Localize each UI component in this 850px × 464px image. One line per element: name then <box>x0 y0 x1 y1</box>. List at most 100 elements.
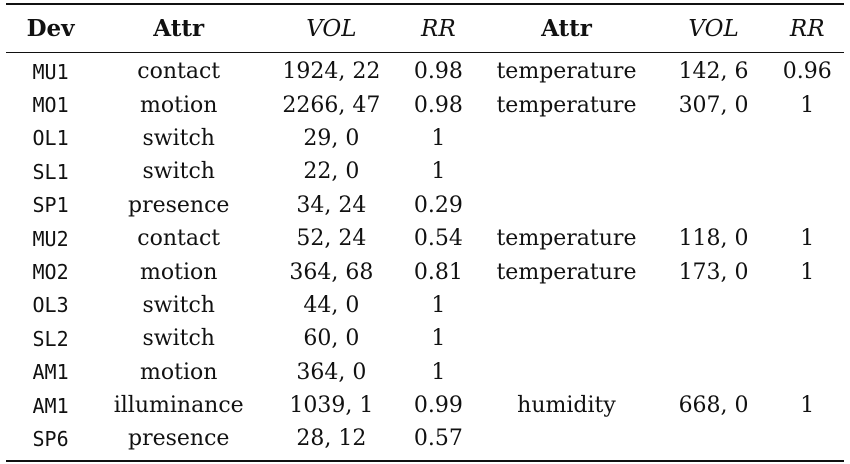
table-row: AM1 motion 364, 0 1 <box>6 356 844 389</box>
cell-rr-2 <box>770 122 844 155</box>
cell-rr-2 <box>770 322 844 355</box>
cell-attr-2 <box>476 122 657 155</box>
cell-rr-1: 1 <box>431 359 446 385</box>
cell-rr-2: 1 <box>800 92 815 118</box>
cell-dev: MU2 <box>32 226 69 251</box>
table-header-rule <box>6 52 844 53</box>
cell-dev: SP1 <box>32 193 69 218</box>
cell-vol-1: 364, 68 <box>289 259 374 285</box>
cell-rr-1: 0.29 <box>413 192 463 218</box>
table-row: MU2 contact 52, 24 0.54 temperature 118,… <box>6 222 844 255</box>
cell-dev: AM1 <box>32 393 69 418</box>
cell-rr-1: 0.54 <box>413 226 463 252</box>
table-row: OL3 switch 44, 0 1 <box>6 289 844 322</box>
cell-attr-2: temperature <box>496 59 637 85</box>
cell-vol-2 <box>657 322 771 355</box>
cell-dev: MO1 <box>32 93 69 118</box>
cell-vol-2: 173, 0 <box>678 259 749 285</box>
cell-attr-1: switch <box>142 292 215 318</box>
cell-dev: AM1 <box>32 360 69 385</box>
header-dev: Dev <box>26 15 75 42</box>
header-vol-1: VOL <box>306 15 357 42</box>
header-attr-1: Attr <box>153 15 205 42</box>
cell-dev: OL3 <box>32 293 69 318</box>
cell-vol-2 <box>657 189 771 222</box>
cell-vol-2: 142, 6 <box>678 59 749 85</box>
cell-attr-1: motion <box>140 259 218 285</box>
table-row: MO2 motion 364, 68 0.81 temperature 173,… <box>6 255 844 288</box>
cell-dev: SL1 <box>32 159 69 184</box>
cell-attr-1: motion <box>140 92 218 118</box>
cell-attr-1: motion <box>140 359 218 385</box>
table-top-rule <box>6 3 844 5</box>
cell-rr-2 <box>770 289 844 322</box>
cell-rr-1: 0.98 <box>413 92 463 118</box>
table-row: MU1 contact 1924, 22 0.98 temperature 14… <box>6 52 844 88</box>
cell-dev: SL2 <box>32 326 69 351</box>
cell-dev: OL1 <box>32 126 69 151</box>
cell-rr-2: 1 <box>800 393 815 419</box>
cell-vol-1: 29, 0 <box>303 125 360 151</box>
table-row: SL1 switch 22, 0 1 <box>6 155 844 188</box>
cell-dev: SP6 <box>32 426 69 451</box>
cell-rr-1: 0.99 <box>413 393 463 419</box>
table-row: AM1 illuminance 1039, 1 0.99 humidity 66… <box>6 389 844 422</box>
cell-vol-2: 307, 0 <box>678 92 749 118</box>
header-row: Dev Attr VOL RR Attr VOL RR <box>6 5 844 52</box>
cell-rr-2: 1 <box>800 226 815 252</box>
cell-rr-2: 1 <box>800 259 815 285</box>
table-header: Dev Attr VOL RR Attr VOL RR <box>6 5 844 52</box>
cell-vol-1: 44, 0 <box>303 292 360 318</box>
cell-rr-1: 1 <box>431 159 446 185</box>
cell-vol-1: 1039, 1 <box>289 393 374 419</box>
cell-vol-1: 2266, 47 <box>282 92 381 118</box>
cell-vol-1: 60, 0 <box>303 326 360 352</box>
cell-vol-1: 34, 24 <box>296 192 367 218</box>
header-rr-1: RR <box>421 15 456 42</box>
table-row: SP1 presence 34, 24 0.29 <box>6 189 844 222</box>
cell-attr-2 <box>476 289 657 322</box>
table-row: SP6 presence 28, 12 0.57 <box>6 422 844 455</box>
table-row: SL2 switch 60, 0 1 <box>6 322 844 355</box>
cell-attr-2 <box>476 155 657 188</box>
cell-vol-1: 1924, 22 <box>282 59 381 85</box>
cell-attr-2: temperature <box>496 226 637 252</box>
table-bottom-rule <box>6 460 844 462</box>
cell-attr-1: contact <box>137 226 221 252</box>
cell-rr-2: 0.96 <box>782 59 832 85</box>
cell-attr-1: switch <box>142 326 215 352</box>
header-attr-2: Attr <box>541 15 592 42</box>
cell-rr-1: 0.57 <box>413 426 463 452</box>
cell-rr-2 <box>770 189 844 222</box>
cell-vol-2 <box>657 122 771 155</box>
cell-vol-2: 118, 0 <box>678 226 749 252</box>
cell-attr-2 <box>476 322 657 355</box>
cell-vol-2 <box>657 422 771 455</box>
cell-vol-2: 668, 0 <box>678 393 749 419</box>
cell-attr-1: switch <box>142 159 215 185</box>
cell-attr-1: contact <box>137 59 221 85</box>
cell-rr-2 <box>770 356 844 389</box>
cell-dev: MU1 <box>32 59 69 84</box>
cell-vol-1: 364, 0 <box>296 359 367 385</box>
cell-rr-2 <box>770 155 844 188</box>
table-row: OL1 switch 29, 0 1 <box>6 122 844 155</box>
cell-vol-1: 22, 0 <box>303 159 360 185</box>
cell-attr-1: switch <box>142 125 215 151</box>
header-vol-2: VOL <box>688 15 739 42</box>
cell-attr-2 <box>476 356 657 389</box>
cell-attr-2: temperature <box>496 92 637 118</box>
cell-vol-2 <box>657 155 771 188</box>
cell-attr-2 <box>476 422 657 455</box>
cell-rr-1: 1 <box>431 292 446 318</box>
cell-rr-1: 1 <box>431 326 446 352</box>
cell-rr-1: 1 <box>431 125 446 151</box>
cell-attr-1: illuminance <box>113 393 244 419</box>
cell-rr-1: 0.81 <box>413 259 463 285</box>
table-body: MU1 contact 1924, 22 0.98 temperature 14… <box>6 52 844 456</box>
results-table: Dev Attr VOL RR Attr VOL RR MU1 contact … <box>6 5 844 456</box>
cell-attr-2: temperature <box>496 259 637 285</box>
cell-attr-2 <box>476 189 657 222</box>
cell-attr-1: presence <box>127 426 230 452</box>
cell-rr-2 <box>770 422 844 455</box>
